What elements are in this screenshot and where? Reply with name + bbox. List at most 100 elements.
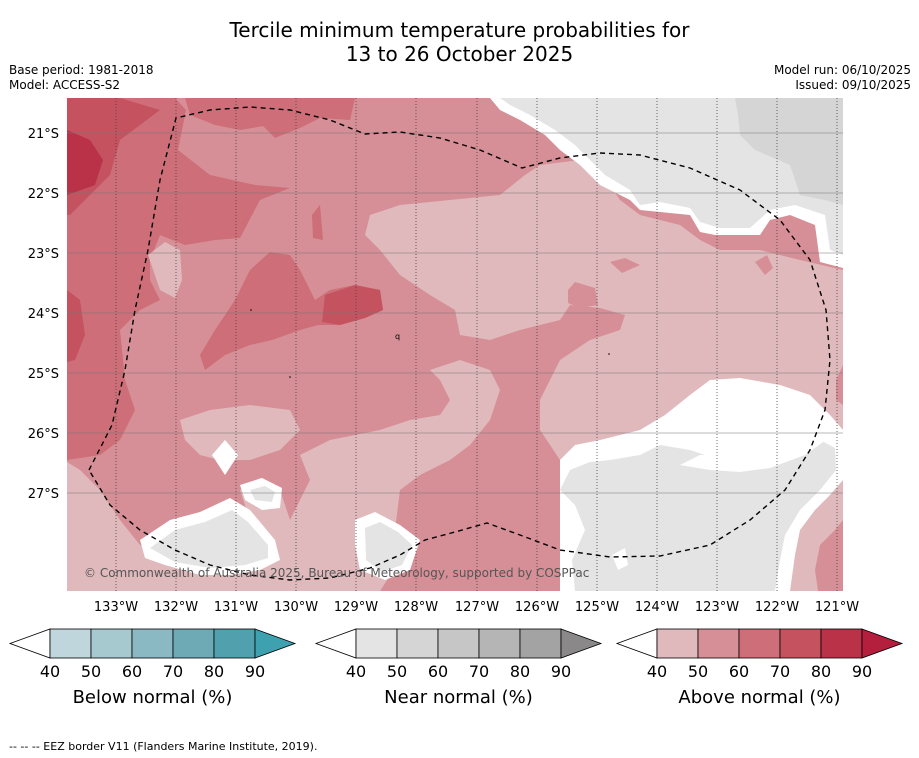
region-above-50-southeast [815, 520, 843, 591]
meta-right: Model run: 06/10/2025 Issued: 09/10/2025 [774, 63, 911, 93]
lon-label-122w: 122°W [755, 600, 799, 615]
colorbar-title: Below normal (%) [73, 687, 233, 708]
colorbar-segment [656, 628, 699, 659]
lon-label-131w: 131°W [214, 600, 258, 615]
region-above-70-central [322, 285, 383, 325]
colorbar-tick-label: 70 [770, 662, 790, 681]
colorbar-under-triangle [314, 628, 357, 659]
colorbar-below: 40 50 60 70 80 90 Below normal (%) [8, 628, 297, 708]
colorbar-over-triangle [254, 628, 297, 659]
copyright-text: © Commonwealth of Australia 2025, Bureau… [84, 566, 589, 580]
lon-label-124w: 124°W [635, 600, 679, 615]
title-line-2: 13 to 26 October 2025 [345, 42, 574, 66]
lon-label-132w: 132°W [154, 600, 198, 615]
colorbar-under-triangle [8, 628, 51, 659]
colorbars: 40 50 60 70 80 90 Below normal (%) 40 50 60 70 80 90… [8, 628, 904, 708]
lat-label-23s: 23°S [28, 247, 59, 262]
lon-label-128w: 128°W [394, 600, 438, 615]
lat-label-22s: 22°S [28, 187, 59, 202]
colorbar-segment [697, 628, 740, 659]
region-near-40-inner [680, 420, 826, 472]
region-above-60-central [200, 252, 383, 370]
lon-label-133w: 133°W [94, 600, 138, 615]
meta-left: Base period: 1981-2018 Model: ACCESS-S2 [9, 63, 154, 93]
lat-label-27s: 27°S [28, 487, 59, 502]
lon-label-125w: 125°W [575, 600, 619, 615]
island-mark-1: q [395, 332, 400, 341]
colorbar-segment [820, 628, 863, 659]
lat-label-24s: 24°S [28, 307, 59, 322]
base-period: Base period: 1981-2018 [9, 63, 154, 77]
colorbar-tick-label: 90 [852, 662, 872, 681]
colorbar-tick-label: 50 [688, 662, 708, 681]
colorbar-tick-label: 50 [81, 662, 101, 681]
map-plot-area: q [67, 98, 843, 591]
colorbar-segment [355, 628, 398, 659]
colorbar-tick-label: 70 [469, 662, 489, 681]
colorbar-tick-label: 80 [510, 662, 530, 681]
colorbar-tick-label: 90 [551, 662, 571, 681]
colorbar-segment [478, 628, 521, 659]
colorbar-tick-label: 40 [647, 662, 667, 681]
region-near-40-south-2 [365, 522, 412, 572]
colorbar-tick-label: 40 [346, 662, 366, 681]
latitude-gridlines [67, 132, 843, 494]
region-above-50-pocket [568, 282, 598, 308]
colorbar-tick-label: 90 [245, 662, 265, 681]
colorbar-segment [90, 628, 133, 659]
colorbar-tick-label: 70 [163, 662, 183, 681]
region-above-50-pocket2 [610, 258, 640, 273]
map-title: Tercile minimum temperature probabilitie… [0, 18, 919, 66]
region-above-70-west-2 [67, 290, 85, 362]
island-mark-3 [289, 376, 291, 378]
island-mark-4 [608, 353, 610, 355]
lon-label-129w: 129°W [334, 600, 378, 615]
region-above-50-east [836, 365, 843, 405]
region-near-40-south-1 [150, 510, 268, 568]
latitude-labels: 21°S 22°S 23°S 24°S 25°S 26°S 27°S [28, 127, 59, 502]
lon-label-127w: 127°W [455, 600, 499, 615]
colorbar-segment [172, 628, 215, 659]
lat-label-21s: 21°S [28, 127, 59, 142]
lon-label-121w: 121°W [815, 600, 859, 615]
issued-date: Issued: 09/10/2025 [795, 78, 911, 92]
colorbar-over-triangle [560, 628, 603, 659]
colorbar-tick-label: 50 [387, 662, 407, 681]
colorbar-under-triangle [615, 628, 658, 659]
colorbar-tick-label: 60 [122, 662, 142, 681]
region-near-40-southeast [560, 440, 836, 591]
model-name: Model: ACCESS-S2 [9, 78, 121, 92]
colorbar-tick-label: 80 [811, 662, 831, 681]
lon-label-123w: 123°W [695, 600, 739, 615]
colorbar-segment [396, 628, 439, 659]
model-run: Model run: 06/10/2025 [773, 63, 911, 77]
region-above-40-south2 [180, 405, 300, 460]
region-above-40-pocket [148, 242, 182, 298]
colorbar-tick-label: 80 [204, 662, 224, 681]
region-white-pocket-3 [612, 548, 628, 570]
eez-border [88, 106, 831, 581]
region-above-60-west [67, 98, 290, 460]
colorbar-tick-label: 60 [428, 662, 448, 681]
region-above-80-west [67, 130, 103, 195]
lon-label-130w: 130°W [274, 600, 318, 615]
colorbar-over-triangle [861, 628, 904, 659]
region-above-50-pocket3 [755, 255, 773, 275]
colorbar-segment [49, 628, 92, 659]
lat-label-25s: 25°S [28, 367, 59, 382]
colorbar-tick-label: 60 [729, 662, 749, 681]
title-line-1: Tercile minimum temperature probabilitie… [229, 18, 690, 42]
colorbar-tick-label: 40 [40, 662, 60, 681]
region-near-40-pocket-2 [250, 486, 275, 502]
region-above-60-small2 [312, 205, 323, 240]
region-white-pocket-1 [212, 440, 238, 475]
colorbar-title: Near normal (%) [384, 687, 533, 708]
longitude-gridlines [115, 98, 838, 591]
colorbar-segment [779, 628, 822, 659]
region-above-60-north-blob [185, 98, 355, 130]
colorbar-segment [519, 628, 562, 659]
colorbar-above: 40 50 60 70 80 90 Above normal (%) [615, 628, 904, 708]
colorbar-segment [131, 628, 174, 659]
region-above-60-small [262, 113, 300, 138]
